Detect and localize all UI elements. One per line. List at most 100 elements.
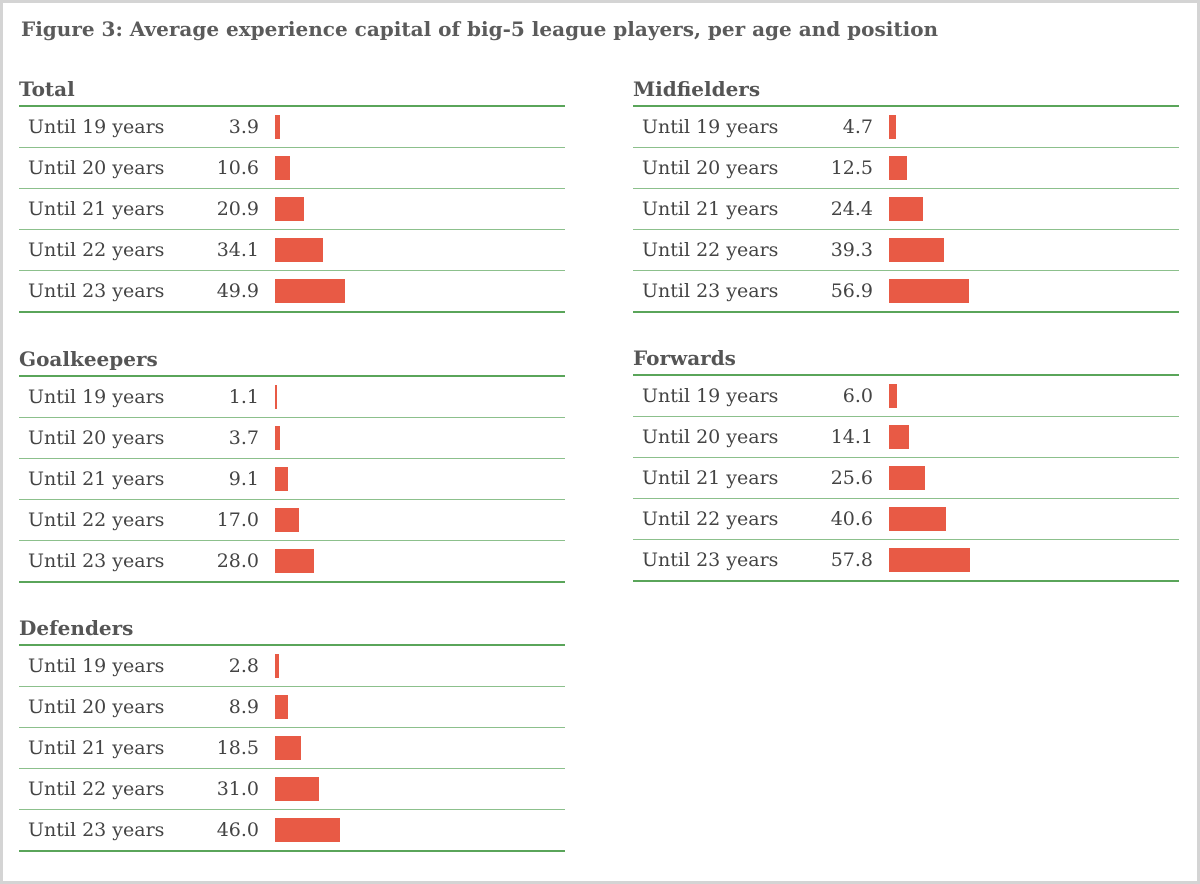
bar xyxy=(889,156,907,180)
bar xyxy=(889,425,909,449)
panel-midfielders: Midfielders Until 19 years 4.7 Until 20 ye… xyxy=(633,73,1179,313)
value-label: 2.8 xyxy=(228,655,259,677)
panel-title: Forwards xyxy=(633,342,1179,376)
bar-row: Until 19 years 6.0 xyxy=(633,376,1179,417)
bar-row: Until 19 years 2.8 xyxy=(19,646,565,687)
bar-row: Until 23 years 49.9 xyxy=(19,271,565,313)
value-label: 31.0 xyxy=(216,778,259,800)
bar xyxy=(889,548,970,572)
bar xyxy=(275,654,279,678)
category-label: Until 20 years xyxy=(28,427,165,449)
bar xyxy=(889,384,897,408)
value-label: 46.0 xyxy=(216,819,259,841)
category-label: Until 19 years xyxy=(28,116,165,138)
bar xyxy=(275,549,314,573)
category-label: Until 21 years xyxy=(28,468,165,490)
bar-row: Until 19 years 4.7 xyxy=(633,107,1179,148)
bar-row: Until 20 years 3.7 xyxy=(19,418,565,459)
bar-row: Until 23 years 56.9 xyxy=(633,271,1179,313)
bar xyxy=(275,508,299,532)
value-label: 40.6 xyxy=(830,508,873,530)
value-label: 39.3 xyxy=(830,239,873,261)
bar-row: Until 23 years 57.8 xyxy=(633,540,1179,582)
value-label: 8.9 xyxy=(228,696,259,718)
bar-row: Until 22 years 17.0 xyxy=(19,500,565,541)
value-label: 14.1 xyxy=(830,426,873,448)
category-label: Until 22 years xyxy=(642,508,779,530)
bar-row: Until 20 years 10.6 xyxy=(19,148,565,189)
value-label: 25.6 xyxy=(830,467,873,489)
value-label: 57.8 xyxy=(830,549,873,571)
figure-title: Figure 3: Average experience capital of … xyxy=(21,17,939,41)
category-label: Until 20 years xyxy=(28,696,165,718)
bar-row: Until 21 years 25.6 xyxy=(633,458,1179,499)
category-label: Until 23 years xyxy=(642,280,779,302)
bar-row: Until 22 years 39.3 xyxy=(633,230,1179,271)
bar-row: Until 21 years 9.1 xyxy=(19,459,565,500)
category-label: Until 23 years xyxy=(28,280,165,302)
bar xyxy=(889,115,896,139)
category-label: Until 20 years xyxy=(28,157,165,179)
category-label: Until 22 years xyxy=(642,239,779,261)
category-label: Until 20 years xyxy=(642,426,779,448)
bar-row: Until 22 years 34.1 xyxy=(19,230,565,271)
category-label: Until 19 years xyxy=(28,386,165,408)
category-label: Until 22 years xyxy=(28,239,165,261)
value-label: 34.1 xyxy=(216,239,259,261)
bar-row: Until 22 years 40.6 xyxy=(633,499,1179,540)
value-label: 10.6 xyxy=(216,157,259,179)
category-label: Until 19 years xyxy=(642,385,779,407)
category-label: Until 21 years xyxy=(28,737,165,759)
bar-row: Until 20 years 14.1 xyxy=(633,417,1179,458)
bar-row: Until 23 years 46.0 xyxy=(19,810,565,852)
panel-title: Defenders xyxy=(19,612,565,646)
bar-row: Until 23 years 28.0 xyxy=(19,541,565,583)
value-label: 6.0 xyxy=(842,385,873,407)
category-label: Until 22 years xyxy=(28,778,165,800)
bar xyxy=(275,818,340,842)
value-label: 9.1 xyxy=(228,468,259,490)
bar-row: Until 19 years 1.1 xyxy=(19,377,565,418)
panel-title: Goalkeepers xyxy=(19,343,565,377)
bar xyxy=(889,238,944,262)
panel-total: Total Until 19 years 3.9 Until 20 years 10.… xyxy=(19,73,565,313)
value-label: 24.4 xyxy=(830,198,873,220)
bar-row: Until 20 years 12.5 xyxy=(633,148,1179,189)
value-label: 20.9 xyxy=(216,198,259,220)
bar xyxy=(275,426,280,450)
bar-row: Until 22 years 31.0 xyxy=(19,769,565,810)
value-label: 1.1 xyxy=(228,386,259,408)
bar xyxy=(275,197,304,221)
value-label: 4.7 xyxy=(842,116,873,138)
bar-row: Until 21 years 18.5 xyxy=(19,728,565,769)
bar xyxy=(275,777,319,801)
value-label: 28.0 xyxy=(216,550,259,572)
bar xyxy=(275,115,280,139)
value-label: 17.0 xyxy=(216,509,259,531)
bar xyxy=(275,695,288,719)
bar-row: Until 21 years 20.9 xyxy=(19,189,565,230)
bar xyxy=(889,279,969,303)
bar xyxy=(889,507,946,531)
category-label: Until 23 years xyxy=(642,549,779,571)
category-label: Until 23 years xyxy=(28,550,165,572)
value-label: 49.9 xyxy=(216,280,259,302)
value-label: 12.5 xyxy=(830,157,873,179)
bar xyxy=(275,238,323,262)
bar xyxy=(275,279,345,303)
bar xyxy=(889,197,923,221)
panel-defenders: Defenders Until 19 years 2.8 Until 20 year… xyxy=(19,612,565,852)
value-label: 3.7 xyxy=(228,427,259,449)
panel-title: Midfielders xyxy=(633,73,1179,107)
bar xyxy=(275,467,288,491)
bar-row: Until 21 years 24.4 xyxy=(633,189,1179,230)
bar-row: Until 20 years 8.9 xyxy=(19,687,565,728)
bar-row: Until 19 years 3.9 xyxy=(19,107,565,148)
value-label: 3.9 xyxy=(228,116,259,138)
panel-goalkeepers: Goalkeepers Until 19 years 1.1 Until 20 ye… xyxy=(19,343,565,583)
panel-forwards: Forwards Until 19 years 6.0 Until 20 years… xyxy=(633,342,1179,582)
panel-title: Total xyxy=(19,73,565,107)
value-label: 18.5 xyxy=(216,737,259,759)
category-label: Until 19 years xyxy=(642,116,779,138)
